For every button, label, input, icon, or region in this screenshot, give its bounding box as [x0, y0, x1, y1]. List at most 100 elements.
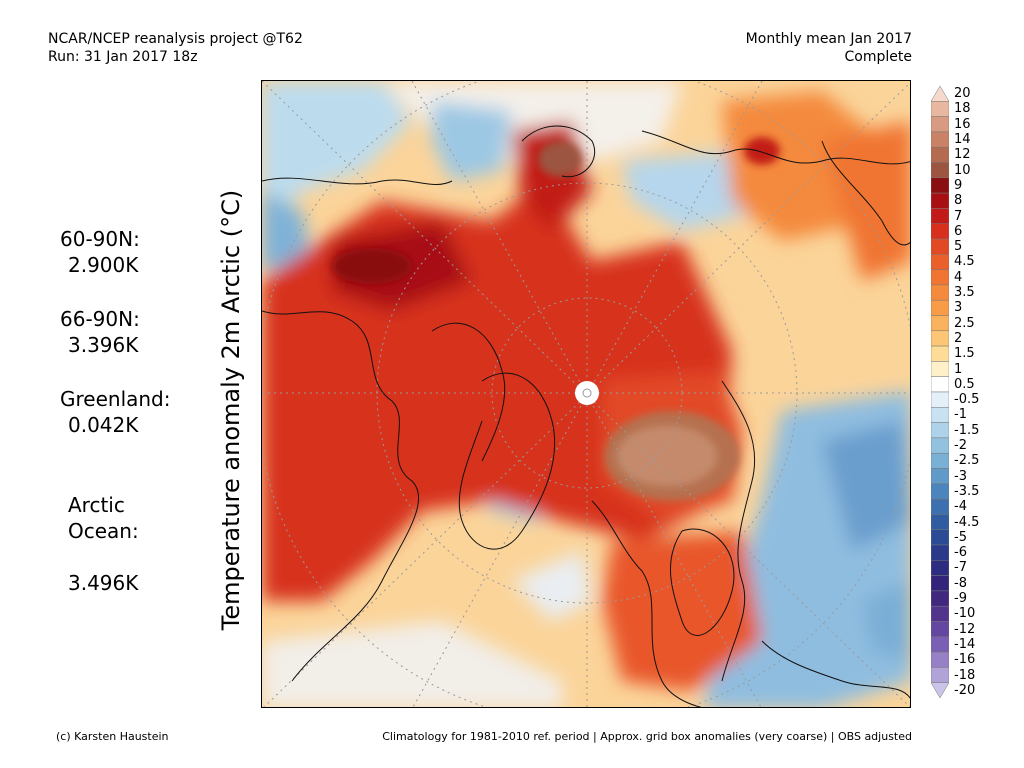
colorbar-cells: [931, 86, 949, 698]
colorbar-cell: [931, 391, 949, 408]
colorbar-cell: [931, 422, 949, 439]
colorbar-cell: [931, 636, 949, 653]
colorbar-label: 1: [954, 361, 963, 377]
stat-value: 2.900K: [68, 253, 139, 277]
colorbar-label: -2.5: [954, 453, 980, 469]
colorbar-label: 0.5: [954, 376, 975, 392]
colorbar-label: -5: [954, 529, 967, 545]
colorbar-cell: [931, 514, 949, 530]
north-pole-marker: [575, 381, 599, 405]
colorbar-label: 16: [954, 116, 971, 132]
colorbar-label: -10: [954, 606, 976, 622]
colorbar-cell: [931, 498, 949, 515]
colorbar-label: 12: [954, 147, 971, 163]
colorbar-labels: 20 18 16 14 12 10 9 8 7 6 5 4.5 4 3.5 3 2.5 2 1.5 1 0.5 -0.5…: [954, 86, 1014, 698]
colorbar-cell: [931, 621, 949, 638]
colorbar-label: 4.5: [954, 254, 975, 270]
colorbar-cell: [931, 254, 949, 270]
stat-value: 0.042K: [68, 413, 139, 437]
colorbar-label: 2.5: [954, 315, 975, 331]
colorbar-cell: [931, 529, 949, 546]
colorbar-label: -1: [954, 407, 967, 423]
colorbar-label: -3.5: [954, 483, 980, 499]
run-timestamp: Run: 31 Jan 2017 18z: [48, 49, 198, 65]
colorbar-label: 20: [954, 86, 971, 102]
colorbar-cell: [931, 575, 949, 592]
anomaly-core: [332, 137, 780, 501]
colorbar-cell: [931, 560, 949, 576]
colorbar-cell: [931, 192, 949, 209]
colorbar-label: -8: [954, 575, 967, 591]
stat-label: Greenland:: [60, 387, 171, 411]
colorbar-label: 7: [954, 208, 963, 224]
colorbar-label: 2: [954, 330, 963, 346]
colorbar-label: -4.5: [954, 514, 980, 530]
anomaly-field: [262, 81, 910, 707]
colorbar-cell: [931, 651, 949, 668]
colorbar-label: 5: [954, 239, 963, 255]
colorbar-label: 8: [954, 193, 963, 209]
colorbar-label: 3.5: [954, 285, 975, 301]
colorbar-cell: [931, 437, 949, 454]
colorbar-cell: [931, 468, 949, 485]
colorbar-cell: [931, 116, 949, 133]
source-title: NCAR/NCEP reanalysis project @T62: [48, 31, 303, 47]
colorbar-cell: [931, 269, 949, 286]
colorbar-cell: [931, 407, 949, 423]
colorbar-label: -18: [954, 667, 976, 683]
colorbar-cell: [931, 177, 949, 194]
colorbar-cell: [931, 284, 949, 301]
credit-text: (c) Karsten Haustein: [56, 730, 169, 743]
colorbar-cell: [931, 544, 949, 561]
stat-66-90n: 66-90N: 3.396K: [60, 306, 140, 358]
colorbar-cell: [931, 86, 949, 102]
colorbar-cell: [931, 330, 949, 347]
status-text: Complete: [844, 49, 912, 65]
colorbar-cell: [931, 682, 949, 698]
stat-arctic-ocean: Arctic Ocean: 3.496K: [68, 466, 139, 622]
colorbar-label: -14: [954, 636, 976, 652]
stat-label: 66-90N:: [60, 307, 140, 331]
stat-value: 3.496K: [68, 571, 139, 595]
colorbar-label: -1.5: [954, 422, 980, 438]
colorbar-cell: [931, 452, 949, 469]
colorbar-cell: [931, 345, 949, 362]
colorbar-cell: [931, 208, 949, 224]
colorbar-label: 6: [954, 223, 963, 239]
colorbar-label: -12: [954, 621, 976, 637]
period-title: Monthly mean Jan 2017: [745, 31, 912, 47]
colorbar-label: -9: [954, 591, 967, 607]
colorbar-cell: [931, 483, 949, 500]
colorbar-cell: [931, 667, 949, 683]
colorbar-cell: [931, 223, 949, 240]
colorbar-cell: [931, 101, 949, 117]
map-canvas: [262, 81, 910, 707]
colorbar-label: -3: [954, 468, 967, 484]
colorbar-label: 9: [954, 177, 963, 193]
colorbar-cell: [931, 146, 949, 163]
colorbar-label: 1.5: [954, 346, 975, 362]
coastlines: [262, 125, 910, 707]
anomaly-map: [261, 80, 911, 708]
colorbar-cell: [931, 315, 949, 332]
stat-value: 3.396K: [68, 333, 139, 357]
colorbar-label: -0.5: [954, 392, 980, 408]
colorbar-cell: [931, 162, 949, 179]
colorbar-label: -4: [954, 499, 967, 515]
colorbar-cell: [931, 376, 949, 393]
colorbar-label: -20: [954, 682, 976, 698]
colorbar-label: 10: [954, 162, 971, 178]
colorbar-cell: [931, 299, 949, 316]
header-left: NCAR/NCEP reanalysis project @T62 Run: 3…: [48, 30, 303, 66]
colorbar-cell: [931, 605, 949, 622]
colorbar-label: 4: [954, 269, 963, 285]
axis-label: Temperature anomaly 2m Arctic (°C): [217, 189, 245, 631]
colorbar-cell: [931, 590, 949, 607]
stat-greenland: Greenland: 0.042K: [60, 386, 171, 438]
colorbar-label: 14: [954, 132, 971, 148]
colorbar-label: 3: [954, 300, 963, 316]
stat-label: Arctic Ocean:: [68, 493, 139, 543]
colorbar-label: -2: [954, 438, 967, 454]
colorbar-cell: [931, 238, 949, 255]
colorbar-cell: [931, 361, 949, 377]
